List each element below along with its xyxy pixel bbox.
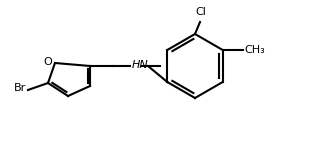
- Text: O: O: [43, 57, 52, 67]
- Text: Cl: Cl: [196, 7, 207, 17]
- Text: HN: HN: [132, 60, 149, 70]
- Text: CH₃: CH₃: [245, 45, 265, 55]
- Text: Br: Br: [14, 83, 26, 93]
